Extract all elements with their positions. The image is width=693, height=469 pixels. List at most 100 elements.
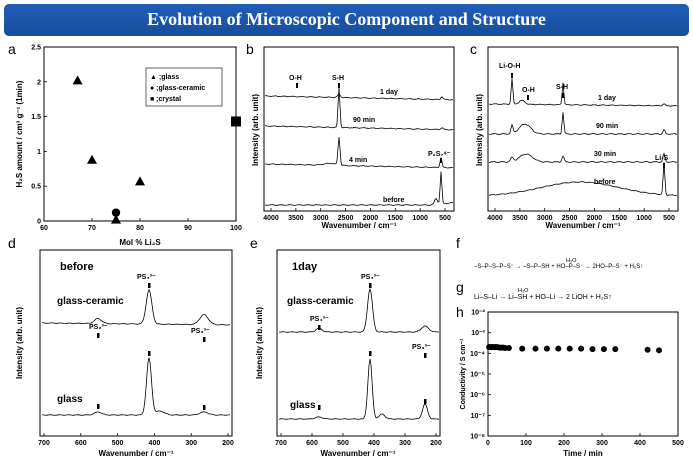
x-tick-label: 100 — [230, 225, 242, 232]
series-label-c-1-day: 1 day — [598, 95, 616, 102]
point-glass-ceramic — [111, 208, 121, 217]
panel-label-e: e — [250, 235, 258, 251]
x-tick-label: 100 — [520, 440, 532, 447]
legend-item-glass-ceramic: ● ;glass-ceramic — [150, 85, 205, 92]
panel-b: b 4000 3500 3000 2500 2000 1500 1000 500 1 day … — [246, 41, 455, 230]
x-tick-label: 600 — [75, 440, 87, 447]
x-tick-label: 2500 — [338, 215, 354, 222]
conductivity-point — [589, 346, 596, 353]
reaction-f: –S–P–S–P–S⁻ → –S–P–SH + HO–P–S⁻ → 2HO–P–… — [474, 264, 643, 270]
x-tick-label: 1500 — [387, 215, 403, 222]
x-axis-label-b: Wavenumber / cm⁻¹ — [321, 221, 396, 230]
legend-item-crystal: ■ ;crystal — [150, 96, 181, 103]
annotation-d-ps2: PS₂³⁻ — [89, 324, 108, 331]
x-tick-label: 200 — [430, 440, 442, 447]
conductivity-point — [519, 345, 526, 352]
x-tick-label: 200 — [558, 440, 570, 447]
x-axis-label-a: Mol % Li₂S — [119, 238, 161, 247]
reagent-g-1: H₂O — [518, 288, 529, 294]
annotation-d-ps3: PS₃³⁻ — [191, 328, 210, 335]
marker-e-ps4-top — [369, 283, 372, 288]
legend-item-glass: ▲ ;glass — [150, 74, 179, 81]
x-tick-label: 4000 — [487, 215, 503, 222]
marker-e-ps4-low2 — [369, 351, 372, 356]
series-label-b-4-min: 4 min — [349, 157, 367, 164]
x-tick-label: 3500 — [512, 215, 528, 222]
plot-frame-d — [39, 249, 233, 437]
annotation-b-s-h: S-H — [332, 75, 344, 82]
marker-d-ps3-top — [203, 337, 206, 342]
conductivity-point — [578, 345, 585, 352]
panel-label-c: c — [470, 41, 477, 57]
y-axis-label-c: Intensity (arb. unit) — [475, 94, 484, 166]
y-tick-label: 2.5 — [31, 45, 41, 52]
y-tick-label: 1.5 — [31, 114, 41, 121]
series-label-c-before: before — [594, 179, 616, 186]
marker-d-ps2-low — [97, 404, 100, 409]
y-tick-label: 10⁻² — [471, 310, 485, 317]
spectrum-c-30-min — [488, 152, 677, 164]
y-tick-label: 10⁻⁴ — [470, 351, 485, 358]
spectrum-d-glass-ceramic — [41, 288, 230, 326]
series-label-b-1-day: 1 day — [380, 89, 398, 96]
marker-c-o-h — [527, 95, 529, 100]
panel-c: c 4000 3500 3000 2500 2000 1500 1000 500 1 day … — [470, 41, 679, 230]
x-tick-label: 3000 — [537, 215, 553, 222]
conductivity-point — [644, 346, 651, 353]
annotation-d-ps4: PS₄³⁻ — [137, 274, 156, 281]
spectrum-b-90-min — [264, 87, 454, 131]
spectrum-b-4-min — [264, 137, 453, 169]
y-tick-label: 10⁻⁷ — [471, 413, 485, 420]
conductivity-point — [555, 345, 562, 352]
panel-g: g Li–S–Li → Li–SH + HO–Li → 2 LiOH + H₂S… — [456, 279, 612, 301]
x-tick-label: 1000 — [412, 215, 428, 222]
x-tick-label: 70 — [88, 225, 96, 232]
marker-d-ps2 — [97, 333, 100, 338]
annotation-c-o-h: O-H — [522, 87, 535, 94]
y-tick-label: 10⁻³ — [471, 330, 485, 337]
spectrum-d-glass — [41, 357, 231, 416]
conductivity-point — [612, 346, 619, 353]
x-tick-label: 400 — [634, 440, 646, 447]
y-axis-label-h: Conductivity / S cm⁻¹ — [460, 338, 467, 410]
series-label-e-glass-ceramic: glass-ceramic — [287, 296, 354, 307]
conductivity-point — [656, 347, 662, 354]
y-axis-label-b: Intensity (arb. unit) — [251, 94, 260, 166]
annotation-b-p2s7: P₂S₇⁴⁻ — [428, 151, 451, 158]
x-tick-label: 1500 — [611, 215, 627, 222]
x-tick-label: 300 — [596, 440, 608, 447]
x-tick-label: 700 — [275, 440, 287, 447]
plot-frame-e — [276, 249, 441, 437]
y-tick-label: 10⁻⁶ — [470, 392, 485, 399]
panel-label-d: d — [8, 235, 16, 251]
spectrum-e-glass — [279, 358, 440, 420]
y-tick-label: 0.5 — [31, 184, 41, 191]
annotation-e-ps4: PS₄³⁻ — [361, 274, 380, 281]
conductivity-point — [600, 346, 607, 353]
point-glass — [87, 154, 97, 164]
series-label-e-glass: glass — [290, 400, 316, 411]
marker-d-ps4-top — [148, 283, 151, 288]
panel-label-g: g — [456, 279, 464, 295]
x-tick-label: 500 — [337, 440, 349, 447]
y-tick-label: 1 — [37, 149, 41, 156]
annotation-c-s-h: S-H — [556, 84, 568, 91]
marker-c-li-s — [663, 163, 665, 168]
y-tick-label: 10⁻⁵ — [470, 372, 485, 379]
panel-e: e 700 600 500 400 300 200 1day glass-ceramic … — [250, 235, 442, 458]
x-tick-label: 2000 — [587, 215, 603, 222]
marker-e-ps4-low — [318, 405, 321, 410]
y-axis-label-e: Intensity (arb. unit) — [255, 307, 264, 379]
x-tick-label: 80 — [136, 225, 144, 232]
panel-a: a 60 70 80 90 100 0 0.5 1 1.5 2 2.5 Mol % Li₂S H₂S… — [8, 41, 242, 247]
series-label-d-glass: glass — [57, 394, 83, 405]
point-crystal — [231, 116, 241, 127]
spectrum-c-90-min — [488, 112, 677, 136]
marker-b-p2s7 — [440, 158, 442, 163]
x-axis-label-d: Wavenumber / cm⁻¹ — [98, 449, 173, 458]
x-tick-label: 700 — [38, 440, 50, 447]
marker-d-ps3-low — [203, 405, 206, 410]
marker-e-ps4-small — [318, 325, 321, 330]
point-glass — [135, 176, 145, 186]
